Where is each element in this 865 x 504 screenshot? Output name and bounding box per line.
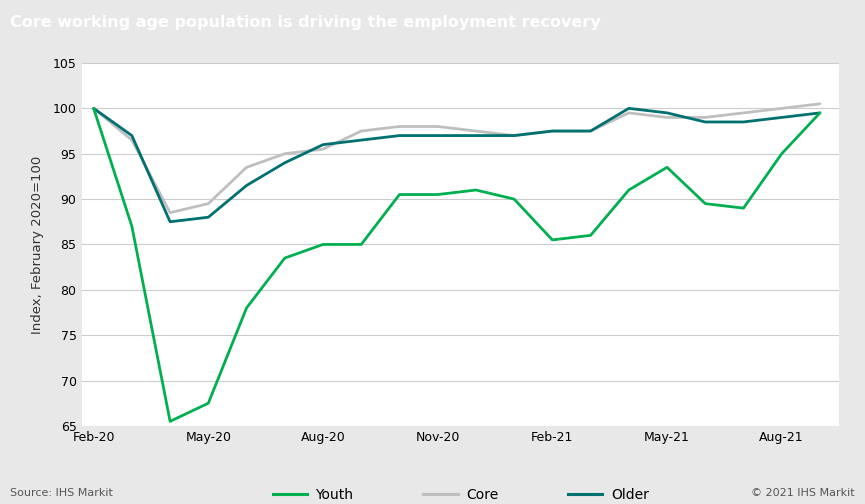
Legend: Youth, Core, Older: Youth, Core, Older	[267, 483, 654, 504]
Text: Core working age population is driving the employment recovery: Core working age population is driving t…	[10, 15, 601, 30]
Y-axis label: Index, February 2020=100: Index, February 2020=100	[31, 155, 44, 334]
Text: Source: IHS Markit: Source: IHS Markit	[10, 488, 113, 498]
Text: © 2021 IHS Markit: © 2021 IHS Markit	[751, 488, 855, 498]
